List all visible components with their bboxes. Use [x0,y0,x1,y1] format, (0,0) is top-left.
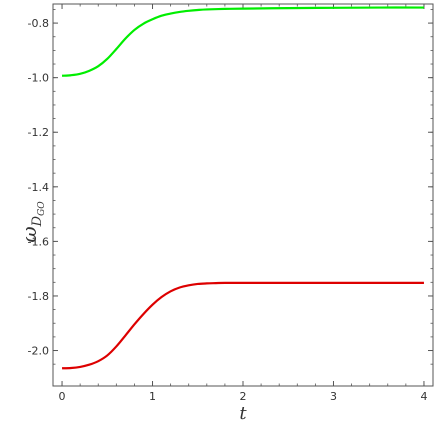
plot-frame [52,3,434,387]
x-tick-label: 2 [240,390,247,403]
y-tick-label: -1.2 [28,126,49,139]
y-tick-label: -1.6 [28,235,49,248]
series-line-2 [62,281,424,370]
x-tick-label: 4 [420,390,427,403]
y-tick-label: -1.4 [28,181,49,194]
y-tick-label: -1.8 [28,290,49,303]
y-axis-label-sub: D [30,215,45,227]
series-line-1 [61,6,424,77]
axis-ticks: 0 1 2 3 4 -2.0 -1.8 -1.6 -1.4 -1.2 -1.0 -0.8 [28,4,433,403]
y-axis-label-base: ω [17,226,41,242]
x-tick-label: 1 [149,390,156,403]
series-group [61,6,424,370]
x-tick-label: 0 [59,390,66,403]
svg-text:ωDGO: ωDGO [17,201,47,243]
x-axis-label: t [239,403,247,424]
y-tick-label: -0.8 [28,17,49,30]
y-axis-label-subsub: GO [37,201,47,216]
y-tick-label: -2.0 [28,345,49,358]
x-tick-label: 3 [330,390,337,403]
y-axis-label: ωDGO [17,201,47,243]
y-tick-label: -1.0 [28,72,49,85]
